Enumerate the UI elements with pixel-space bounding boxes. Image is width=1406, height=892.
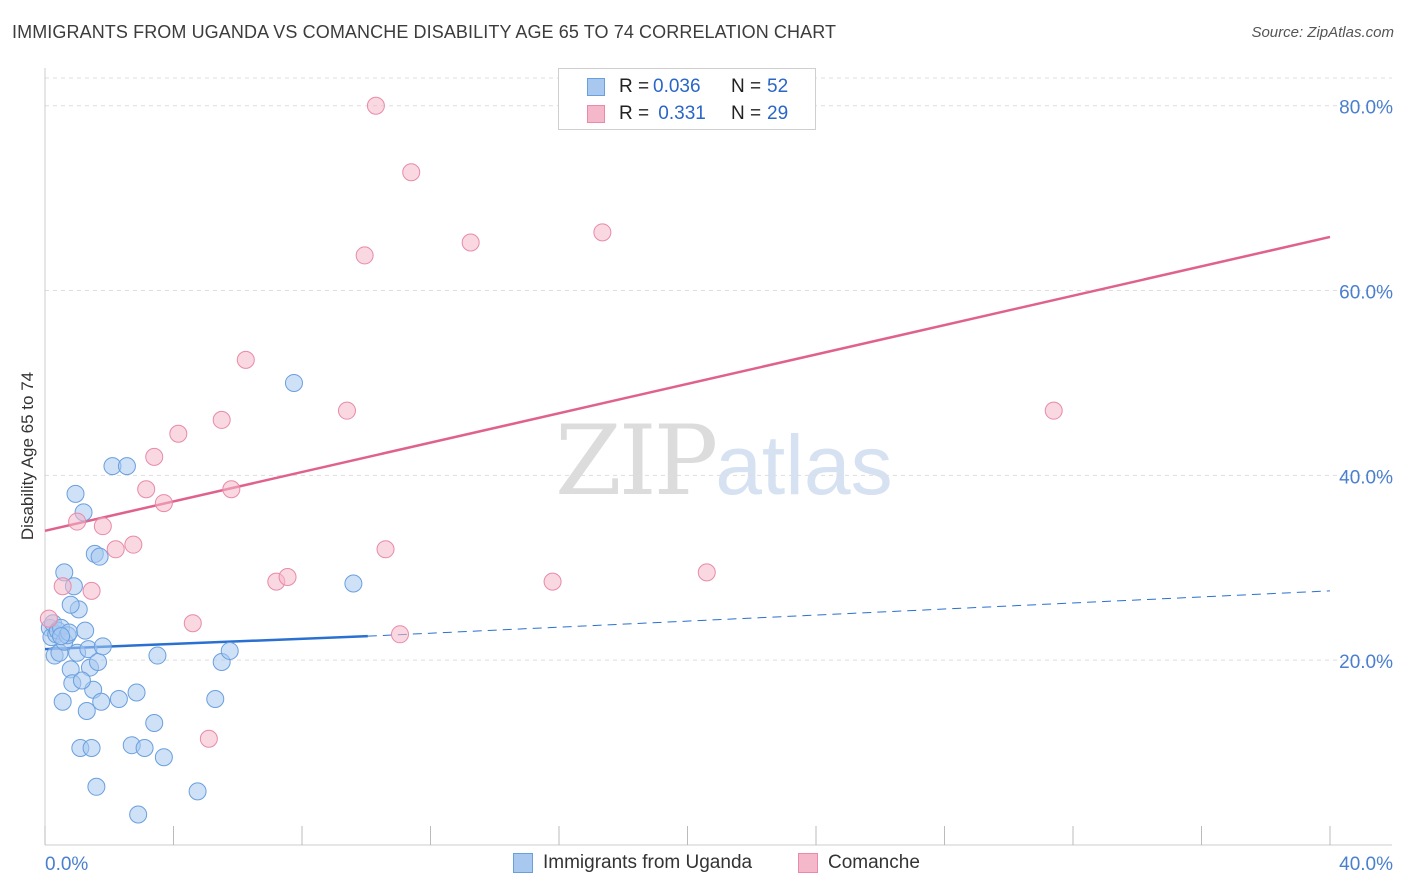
point-comanche [106,540,125,559]
point-uganda [220,641,239,660]
y-tick-label: 40.0% [1339,467,1393,488]
comanche-swatch [587,105,605,123]
point-uganda [66,484,85,503]
zipatlas-watermark: ZIPatlas [555,405,893,517]
bottom-legend: Immigrants from Uganda Comanche [0,850,1406,878]
r-value: 0.331 [653,103,706,124]
axes [44,68,1392,846]
legend-label-comanche: Comanche [828,852,920,873]
point-uganda [82,738,101,757]
watermark-zip: ZIP [555,405,718,517]
legend-item-comanche[interactable]: Comanche [798,852,920,874]
point-comanche [154,494,173,513]
trend-line-uganda-extended [367,590,1331,637]
point-uganda [129,805,148,824]
point-comanche [1044,401,1063,420]
n-value: 29 [767,103,789,124]
point-comanche [137,480,156,499]
stats-legend-box: R = 0.036 N = 52 R = 0.331 N = 29 [558,68,816,130]
point-uganda [89,653,108,672]
point-uganda [127,683,146,702]
point-uganda [135,738,154,757]
chart-title: IMMIGRANTS FROM UGANDA VS COMANCHE DISAB… [12,22,837,42]
watermark-atlas: atlas [715,418,893,512]
point-comanche [199,729,218,748]
legend-swatch-comanche [798,853,818,873]
point-uganda [206,689,225,708]
point-uganda [344,574,363,593]
point-uganda [145,714,164,733]
point-uganda [93,637,112,656]
point-uganda [53,692,72,711]
y-tick-label: 20.0% [1339,652,1393,673]
data-points [39,96,1063,824]
r-label: R = [619,76,650,97]
point-comanche [390,625,409,644]
x-tick-label: 0.0% [45,854,88,875]
point-comanche [366,96,385,115]
point-comanche [68,512,87,531]
source-label: Source: ZipAtlas.com [1251,24,1394,41]
point-comanche [593,223,612,242]
point-uganda [92,692,111,711]
tick-labels: 20.0% 40.0% 60.0% 80.0% 0.0% 40.0% [45,98,1393,875]
point-comanche [236,350,255,369]
point-comanche [212,410,231,429]
gridlines [45,77,1392,661]
point-uganda [284,373,303,392]
y-axis-label: Disability Age 65 to 74 [18,371,37,541]
point-comanche [222,480,241,499]
point-comanche [145,447,164,466]
point-uganda [117,457,136,476]
point-uganda [72,671,91,690]
point-comanche [82,581,101,600]
uganda-swatch [587,78,605,96]
point-comanche [278,568,297,587]
point-comanche [93,517,112,536]
point-uganda [61,595,80,614]
point-comanche [461,233,480,252]
point-uganda [77,702,96,721]
point-uganda [154,748,173,767]
point-comanche [337,401,356,420]
y-tick-label: 80.0% [1339,98,1393,119]
legend-item-uganda[interactable]: Immigrants from Uganda [513,852,752,874]
point-uganda [188,782,207,801]
point-comanche [124,535,143,554]
point-uganda [90,547,109,566]
legend-label-uganda: Immigrants from Uganda [543,852,753,873]
n-label: N = [731,76,762,97]
point-comanche [183,614,202,633]
point-comanche [39,609,58,628]
x-tick-label: 40.0% [1339,854,1393,875]
legend-swatch-uganda [513,853,533,873]
y-tick-label: 60.0% [1339,283,1393,304]
point-comanche [355,246,374,265]
point-comanche [376,540,395,559]
trend-lines [44,235,1331,651]
point-comanche [53,577,72,596]
n-label: N = [731,103,762,124]
point-uganda [76,621,95,640]
point-comanche [697,563,716,582]
n-value: 52 [767,76,789,97]
point-comanche [169,424,188,443]
point-uganda [87,777,106,796]
point-comanche [543,572,562,591]
r-value: 0.036 [653,76,701,97]
point-uganda [148,646,167,665]
point-comanche [402,163,421,182]
point-uganda [52,627,71,646]
trend-line-comanche [44,235,1331,533]
r-label: R = [619,103,650,124]
point-uganda [109,689,128,708]
